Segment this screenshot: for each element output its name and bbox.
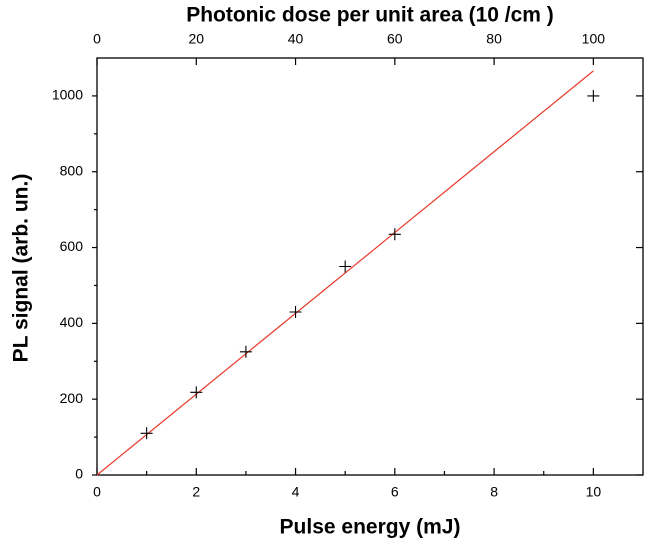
fit-line [96,70,594,476]
top-tick-label: 0 [93,31,101,47]
y-tick-label: 400 [60,314,84,330]
plot-frame [96,57,644,476]
y-axis-title: PL signal (arb. un.) [10,174,33,363]
y-tick-label: 600 [60,238,84,254]
y-tick-label: 800 [60,162,84,178]
x-tick-label: 6 [391,484,399,500]
top-tick-label: 100 [582,31,606,47]
y-tick-label: 0 [75,466,83,482]
top-tick-label: 60 [387,31,403,47]
x-tick-label: 2 [192,484,200,500]
data-point [140,427,153,440]
x-tick-label: 0 [93,484,101,500]
data-point [587,89,600,102]
data-point [190,386,203,399]
x-axis-title: Pulse energy (mJ) [280,516,461,539]
data-point [388,228,401,241]
data-point [339,260,352,273]
top-tick-label: 40 [288,31,304,47]
x-tick-label: 4 [292,484,300,500]
top-axis-title: Photonic dose per unit area (10 /cm ) [186,4,554,27]
y-tick-label: 200 [60,390,84,406]
data-point [289,305,302,318]
x-tick-label: 10 [586,484,602,500]
x-tick-label: 8 [490,484,498,500]
top-tick-label: 80 [486,31,502,47]
top-tick-label: 20 [188,31,204,47]
data-point [239,345,252,358]
y-tick-label: 1000 [52,87,83,103]
